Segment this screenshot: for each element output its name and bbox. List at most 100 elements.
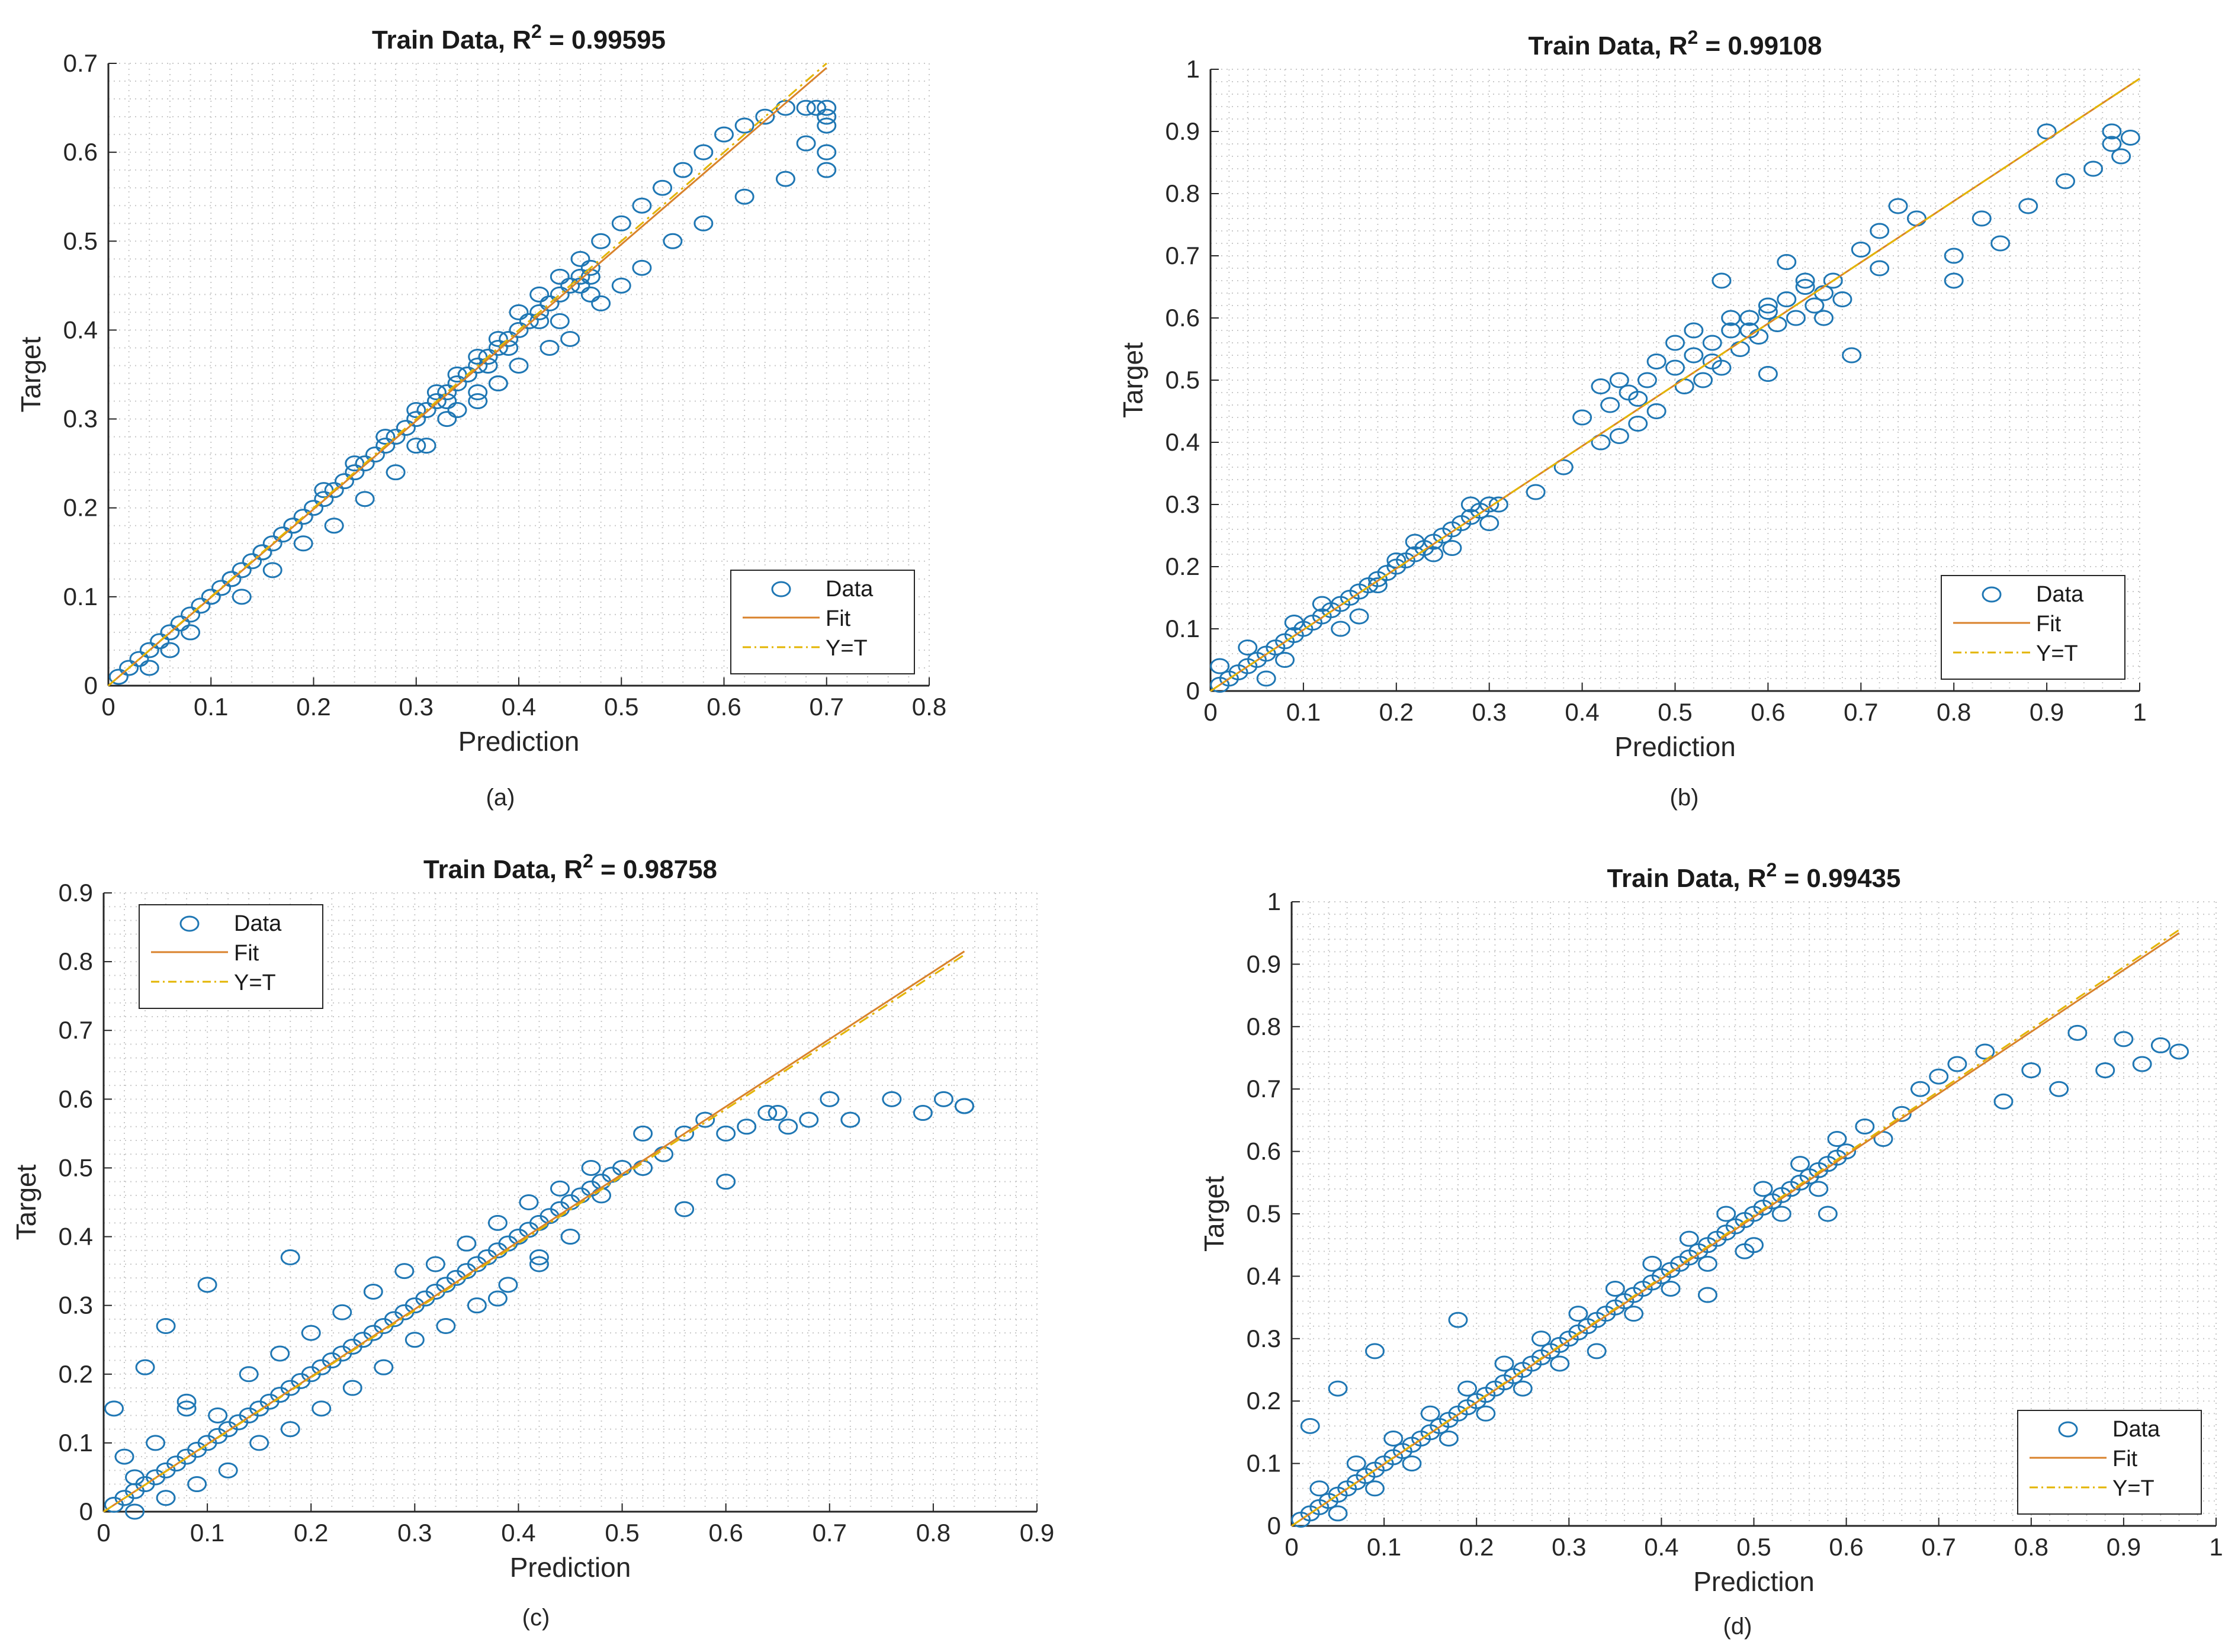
data-point (1628, 416, 1648, 432)
data-point (1628, 391, 1648, 407)
data-point (519, 1194, 539, 1210)
legend-marker-data (771, 581, 791, 597)
data-point (1550, 1355, 1570, 1372)
chart-title-text: Train Data, R (423, 855, 583, 884)
y-tick-label: 0 (79, 1497, 93, 1525)
chart-title-value: = 0.99435 (1777, 864, 1900, 893)
data-point (1364, 1480, 1385, 1497)
data-point (293, 535, 313, 552)
data-point (716, 1174, 736, 1190)
data-point (1744, 1237, 1764, 1254)
data-point (467, 1297, 487, 1314)
data-point (156, 1318, 176, 1334)
data-point (394, 1263, 415, 1280)
data-point (1771, 1206, 1791, 1222)
data-point (1479, 515, 1500, 531)
chart-title-superscript: 2 (1766, 859, 1777, 880)
data-point (1328, 1505, 1348, 1522)
data-point (1457, 1380, 1478, 1397)
data-point (796, 135, 816, 152)
data-point (2102, 123, 2122, 140)
data-point (468, 357, 488, 374)
data-point (1855, 1118, 1875, 1134)
x-tick-label: 0.6 (1829, 1533, 1863, 1561)
data-point (396, 420, 416, 436)
data-point (447, 375, 467, 392)
data-point (632, 259, 652, 276)
legend-marker-data (179, 915, 200, 932)
data-point (675, 1201, 695, 1217)
data-point (2132, 1056, 2152, 1072)
data-point (1587, 1343, 1607, 1359)
legend-label: Y=T (234, 970, 276, 995)
data-point (1684, 347, 1704, 364)
data-point (332, 1304, 352, 1320)
data-point (374, 1359, 394, 1375)
data-point (363, 1283, 383, 1300)
data-point (498, 1277, 518, 1293)
legend-label: Fit (2036, 612, 2062, 637)
chart-title-text: Train Data, R (372, 25, 531, 54)
x-tick-label: 0.3 (1472, 698, 1507, 726)
data-point (714, 126, 734, 143)
panel-caption: (c) (522, 1605, 550, 1631)
x-tick-label: 0.2 (294, 1519, 328, 1547)
data-point (487, 1290, 508, 1307)
data-point (191, 597, 211, 614)
data-point (1367, 577, 1388, 593)
data-point (840, 1111, 860, 1128)
x-tick-label: 0.6 (707, 693, 741, 721)
data-point (1814, 310, 1834, 326)
data-point (1531, 1330, 1551, 1347)
data-point (208, 1407, 228, 1423)
data-point (125, 1503, 145, 1520)
data-point (406, 411, 426, 428)
x-axis-label: Prediction (458, 726, 580, 757)
y-tick-label: 0.1 (1247, 1449, 1281, 1477)
data-point (580, 286, 601, 303)
data-point (426, 393, 447, 410)
chart-title-text: Train Data, R (1529, 31, 1688, 60)
y-tick-label: 0.5 (59, 1153, 93, 1181)
data-point (499, 330, 519, 347)
data-point (882, 1091, 902, 1107)
x-tick-label: 0.8 (912, 693, 946, 721)
chart-title-superscript: 2 (1687, 27, 1698, 48)
data-point (1568, 1306, 1588, 1322)
data-point (406, 402, 426, 419)
x-tick-label: 0 (101, 693, 115, 721)
data-point (1753, 1181, 1773, 1197)
x-tick-label: 0.5 (1658, 698, 1692, 726)
data-point (1851, 242, 1871, 258)
data-point (365, 446, 385, 463)
data-point (734, 188, 754, 205)
data-point (734, 117, 754, 134)
legend-label: Y=T (826, 636, 868, 661)
data-point (799, 1111, 819, 1128)
data-point (1328, 1380, 1348, 1397)
y-tick-label: 0.2 (1165, 552, 1200, 580)
chart-svg-a: 0 0.1 0.2 0.3 0.4 0.5 0.6 0.7 0.8 0 0.1 0.2 0.3 0.4 0.… (15, 21, 946, 811)
data-point (468, 384, 488, 401)
data-point (529, 1256, 549, 1272)
legend-label: Data (2112, 1417, 2160, 1442)
data-point (283, 518, 303, 534)
data-point (146, 1435, 166, 1451)
data-point (375, 429, 396, 445)
x-tick-label: 0.8 (916, 1519, 951, 1547)
data-point (570, 268, 590, 285)
data-point (1836, 1143, 1857, 1160)
legend: Data Fit Y=T (139, 904, 323, 1009)
data-point (211, 580, 232, 596)
y-tick-label: 0.7 (1165, 242, 1200, 269)
y-tick-label: 0.5 (63, 227, 98, 255)
legend: Data Fit Y=T (730, 570, 915, 674)
data-point (1665, 335, 1685, 351)
data-point (1712, 272, 1732, 289)
data-point (314, 482, 334, 499)
data-point (1827, 1131, 1847, 1148)
data-series (1291, 1024, 2189, 1528)
data-point (2021, 1062, 2041, 1079)
x-tick-label: 0.5 (605, 1519, 639, 1547)
y-tick-label: 0.8 (1165, 179, 1200, 207)
